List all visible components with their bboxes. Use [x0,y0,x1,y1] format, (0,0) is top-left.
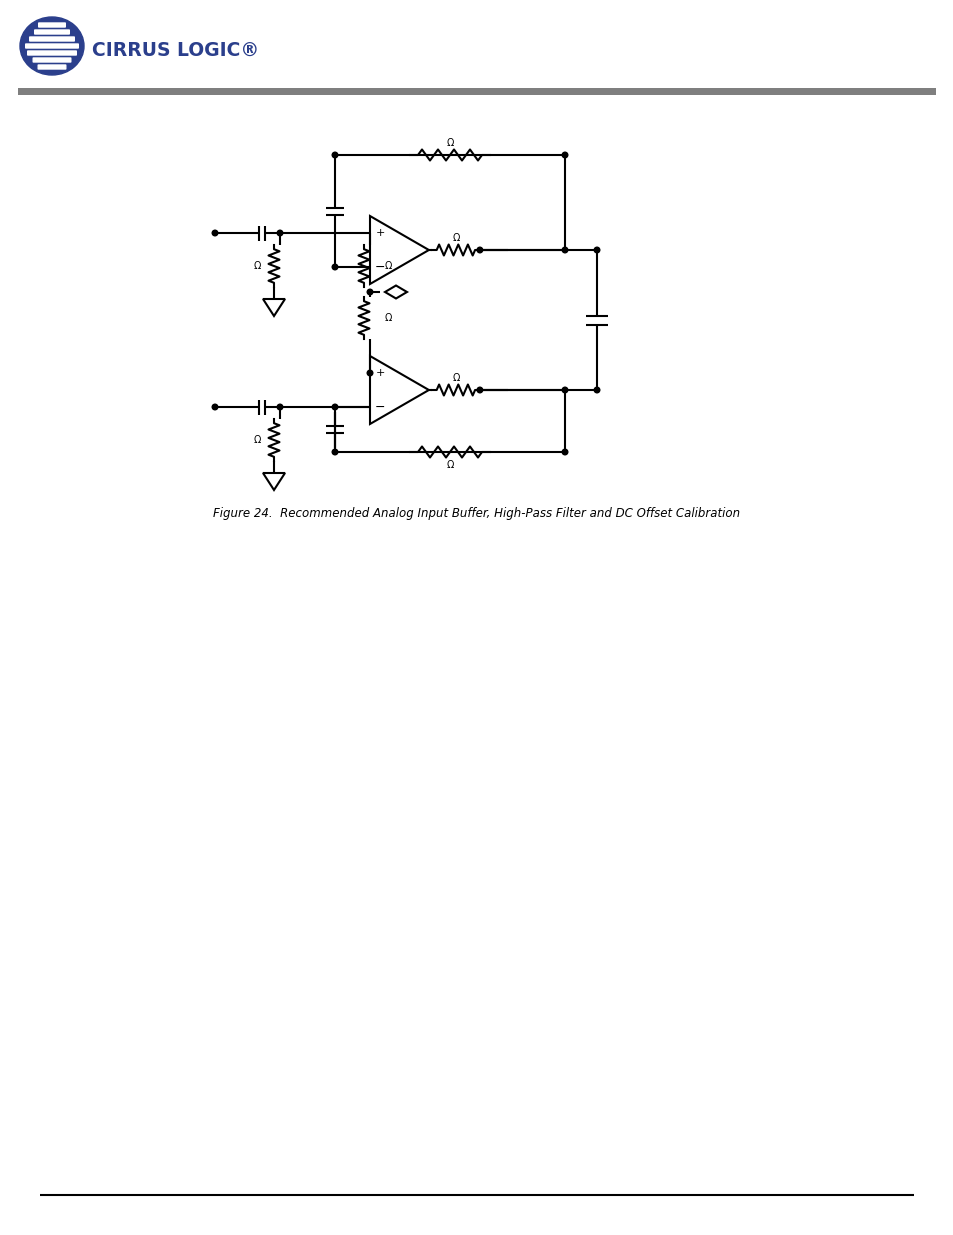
Circle shape [332,264,337,269]
Circle shape [561,247,567,253]
Ellipse shape [20,17,84,75]
FancyBboxPatch shape [33,58,71,62]
FancyBboxPatch shape [39,23,65,27]
Text: +: + [375,228,384,238]
Circle shape [332,152,337,158]
Text: Ω: Ω [452,373,459,383]
FancyBboxPatch shape [38,65,66,69]
Circle shape [277,404,282,410]
Text: Ω: Ω [446,138,454,148]
Circle shape [332,450,337,454]
Circle shape [561,388,567,393]
FancyBboxPatch shape [30,37,74,41]
Circle shape [332,404,337,410]
Text: Ω: Ω [253,261,260,270]
Text: −: − [375,400,385,414]
FancyBboxPatch shape [26,44,78,48]
Text: +: + [375,368,384,378]
Text: Figure 24.  Recommended Analog Input Buffer, High-Pass Filter and DC Offset Cali: Figure 24. Recommended Analog Input Buff… [213,508,740,520]
Text: Ω: Ω [384,261,392,270]
FancyBboxPatch shape [34,30,70,35]
FancyBboxPatch shape [28,51,76,56]
Text: −: − [375,261,385,273]
Text: CIRRUS LOGIC®: CIRRUS LOGIC® [91,41,259,59]
Circle shape [277,230,282,236]
Bar [18,88,935,95]
Circle shape [561,152,567,158]
Circle shape [561,450,567,454]
Text: Ω: Ω [253,435,260,445]
Circle shape [476,388,482,393]
Text: Ω: Ω [446,459,454,471]
Circle shape [212,230,217,236]
Circle shape [594,247,599,253]
Text: Ω: Ω [384,312,392,324]
Circle shape [476,247,482,253]
Circle shape [367,289,373,295]
Text: Ω: Ω [452,233,459,243]
Circle shape [212,404,217,410]
Circle shape [594,388,599,393]
Circle shape [367,370,373,375]
